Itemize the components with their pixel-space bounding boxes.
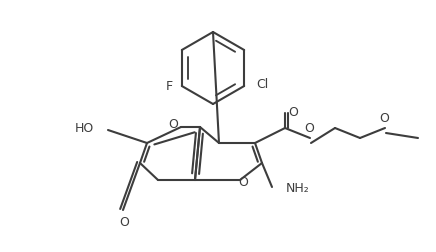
Text: HO: HO bbox=[75, 122, 94, 136]
Text: O: O bbox=[288, 106, 298, 118]
Text: O: O bbox=[168, 118, 178, 132]
Text: Cl: Cl bbox=[256, 78, 268, 90]
Text: O: O bbox=[379, 112, 389, 125]
Text: O: O bbox=[238, 175, 248, 188]
Text: F: F bbox=[165, 80, 172, 93]
Text: O: O bbox=[119, 215, 129, 229]
Text: NH₂: NH₂ bbox=[286, 181, 310, 195]
Text: O: O bbox=[304, 122, 314, 136]
